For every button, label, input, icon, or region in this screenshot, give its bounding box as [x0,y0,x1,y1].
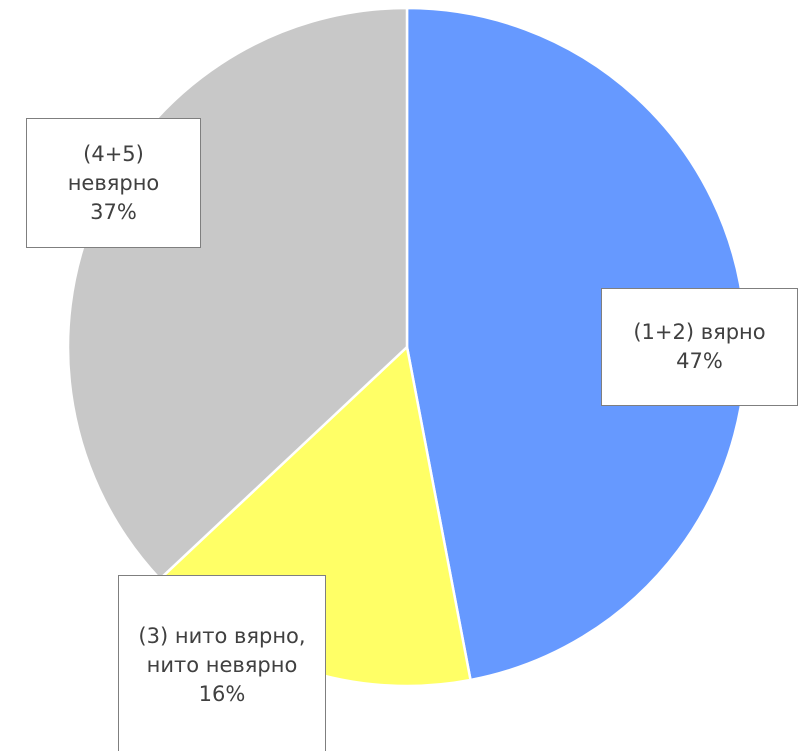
label-category: (3) нито вярно, нито невярно [138,623,306,677]
label-category: (1+2) вярно [633,320,766,344]
label-category: (4+5) невярно [67,141,160,195]
data-label: (1+2) вярно 47% [601,288,798,406]
data-label: (4+5) невярно 37% [26,118,201,248]
label-value: 47% [676,349,723,373]
label-value: 37% [90,199,137,224]
label-value: 16% [198,681,246,706]
data-label: (3) нито вярно, нито невярно 16% [118,575,326,751]
